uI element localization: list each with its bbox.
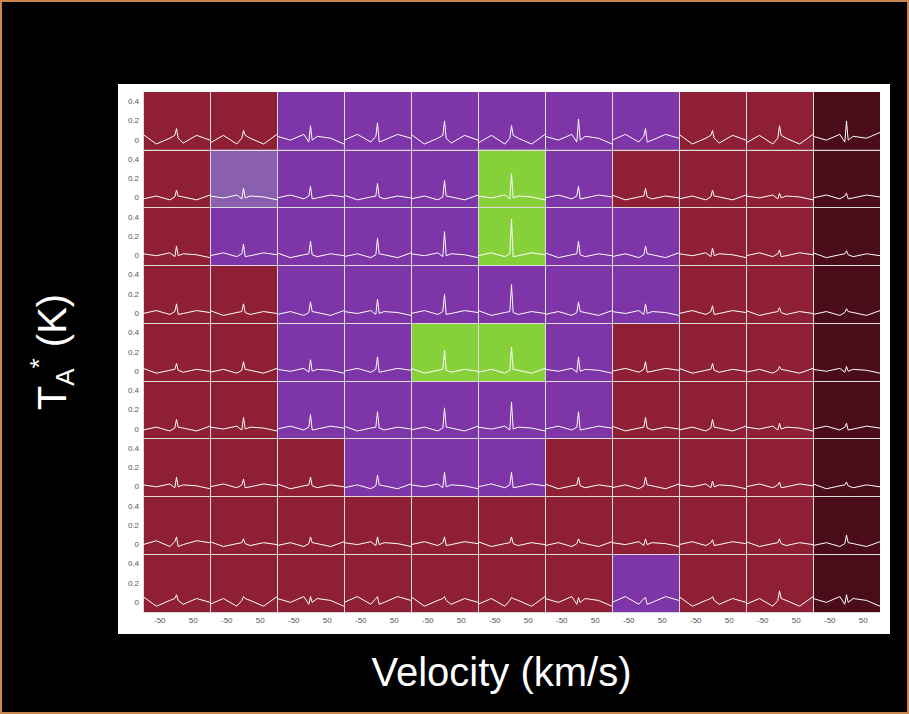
- svg-text:0.2: 0.2: [128, 232, 140, 241]
- svg-text:0: 0: [135, 425, 140, 434]
- svg-text:Velocity (km/s): Velocity (km/s): [371, 650, 631, 694]
- svg-text:-50: -50: [288, 616, 300, 625]
- svg-text:50: 50: [323, 616, 332, 625]
- svg-text:0: 0: [135, 367, 140, 376]
- svg-text:*: *: [24, 358, 54, 368]
- svg-text:A: A: [50, 368, 80, 386]
- svg-text:0.4: 0.4: [128, 559, 140, 568]
- svg-text:0: 0: [135, 309, 140, 318]
- svg-text:-50: -50: [422, 616, 434, 625]
- svg-text:0.4: 0.4: [128, 270, 140, 279]
- svg-text:0: 0: [135, 598, 140, 607]
- svg-text:0.2: 0.2: [128, 405, 140, 414]
- svg-text:0.4: 0.4: [128, 502, 140, 511]
- svg-text:50: 50: [524, 616, 533, 625]
- svg-text:50: 50: [591, 616, 600, 625]
- svg-text:0.4: 0.4: [128, 386, 140, 395]
- svg-text:-50: -50: [757, 616, 769, 625]
- svg-text:0.2: 0.2: [128, 116, 140, 125]
- svg-text:-50: -50: [355, 616, 367, 625]
- svg-text:T: T: [30, 386, 74, 410]
- svg-text:0.4: 0.4: [128, 213, 140, 222]
- svg-text:50: 50: [859, 616, 868, 625]
- svg-text:0.4: 0.4: [128, 155, 140, 164]
- svg-text:0.2: 0.2: [128, 463, 140, 472]
- svg-text:50: 50: [390, 616, 399, 625]
- svg-text:0: 0: [135, 136, 140, 145]
- svg-text:0.2: 0.2: [128, 521, 140, 530]
- svg-text:0.4: 0.4: [128, 97, 140, 106]
- svg-text:0.2: 0.2: [128, 174, 140, 183]
- svg-text:50: 50: [256, 616, 265, 625]
- svg-text:-50: -50: [154, 616, 166, 625]
- svg-text:0: 0: [135, 251, 140, 260]
- svg-text:0: 0: [135, 482, 140, 491]
- svg-text:0.2: 0.2: [128, 290, 140, 299]
- svg-text:50: 50: [189, 616, 198, 625]
- svg-text:-50: -50: [690, 616, 702, 625]
- svg-text:0.4: 0.4: [128, 328, 140, 337]
- svg-text:0.2: 0.2: [128, 348, 140, 357]
- svg-text:-50: -50: [556, 616, 568, 625]
- svg-text:0: 0: [135, 540, 140, 549]
- svg-text:-50: -50: [623, 616, 635, 625]
- svg-text:50: 50: [457, 616, 466, 625]
- svg-text:0.4: 0.4: [128, 444, 140, 453]
- svg-text:0.2: 0.2: [128, 579, 140, 588]
- svg-text:-50: -50: [824, 616, 836, 625]
- svg-text:50: 50: [792, 616, 801, 625]
- svg-text:0: 0: [135, 193, 140, 202]
- svg-text:-50: -50: [489, 616, 501, 625]
- svg-text:50: 50: [725, 616, 734, 625]
- svg-text:50: 50: [658, 616, 667, 625]
- svg-text:-50: -50: [221, 616, 233, 625]
- svg-text:(K): (K): [30, 294, 74, 358]
